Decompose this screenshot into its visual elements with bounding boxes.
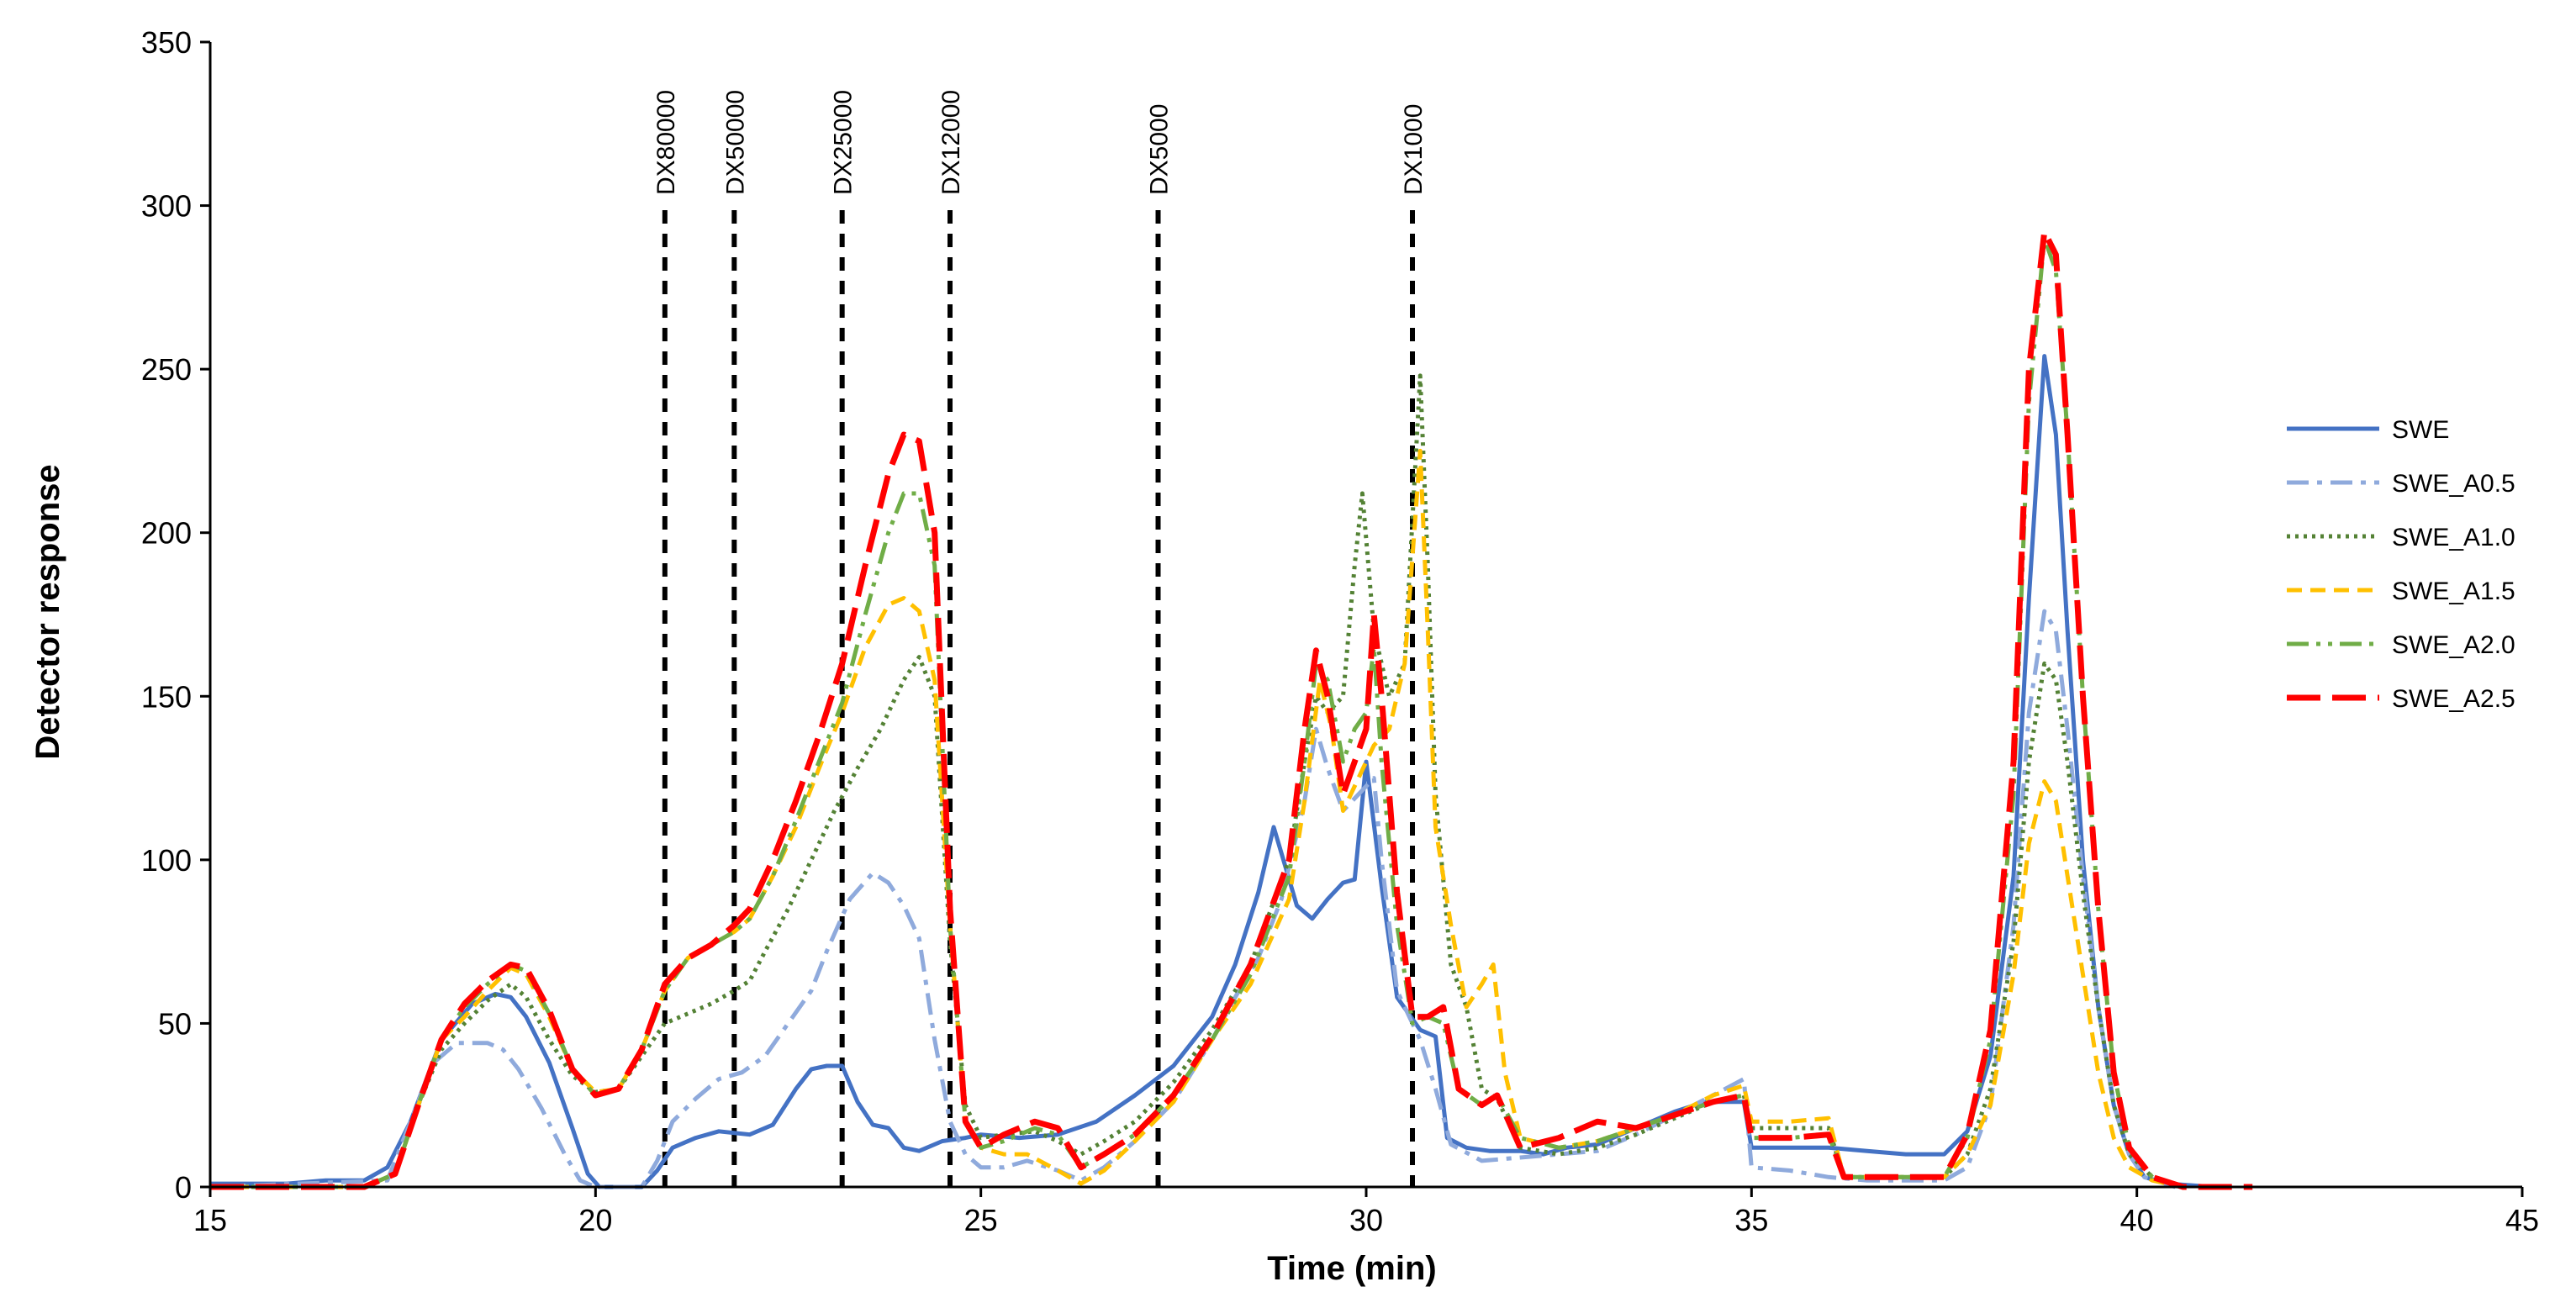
series-line bbox=[210, 229, 2253, 1190]
y-tick-label: 250 bbox=[141, 352, 192, 387]
marker-label: DX5000 bbox=[1146, 104, 1174, 195]
y-tick-label: 50 bbox=[158, 1006, 192, 1041]
x-tick-label: 20 bbox=[578, 1203, 612, 1237]
y-tick-label: 150 bbox=[141, 679, 192, 714]
marker-label: DX25000 bbox=[830, 90, 858, 195]
marker-label: DX12000 bbox=[937, 90, 965, 195]
x-tick-label: 45 bbox=[2505, 1203, 2539, 1237]
x-tick-label: 35 bbox=[1734, 1203, 1768, 1237]
y-axis-label: Detector response bbox=[29, 464, 66, 759]
legend-label: SWE_A1.5 bbox=[2392, 578, 2515, 605]
y-tick-label: 0 bbox=[175, 1170, 192, 1205]
legend-label: SWE_A0.5 bbox=[2392, 470, 2515, 498]
legend-label: SWE_A2.5 bbox=[2392, 685, 2515, 713]
x-tick-label: 30 bbox=[1349, 1203, 1383, 1237]
x-tick-label: 25 bbox=[964, 1203, 998, 1237]
marker-lines: DX80000 DX50000 DX25000 DX12000 DX5000 DX1000 bbox=[652, 90, 1428, 1187]
y-tick-label: 100 bbox=[141, 843, 192, 878]
x-axis-label: Time (min) bbox=[1267, 1250, 1437, 1287]
legend: SWE SWE_A0.5 SWE_A1.0 SWE_A1.5 SWE_A2.0 SWE_A… bbox=[2287, 416, 2515, 713]
y-tick-label: 300 bbox=[141, 189, 192, 224]
y-tick-label: 350 bbox=[141, 25, 192, 60]
legend-label: SWE_A2.0 bbox=[2392, 631, 2515, 659]
legend-label: SWE bbox=[2392, 416, 2449, 444]
axes: 0 50 100 150 200 250 300 350 15 20 25 30 35 40 45 bbox=[141, 25, 2539, 1237]
marker-label: DX80000 bbox=[652, 90, 680, 195]
x-tick-label: 40 bbox=[2120, 1203, 2154, 1237]
marker-label: DX1000 bbox=[1400, 104, 1428, 195]
legend-label: SWE_A1.0 bbox=[2392, 524, 2515, 551]
series-line bbox=[209, 609, 2177, 1189]
x-tick-label: 15 bbox=[193, 1203, 227, 1237]
marker-label: DX50000 bbox=[721, 90, 749, 195]
y-tick-label: 200 bbox=[141, 516, 192, 551]
